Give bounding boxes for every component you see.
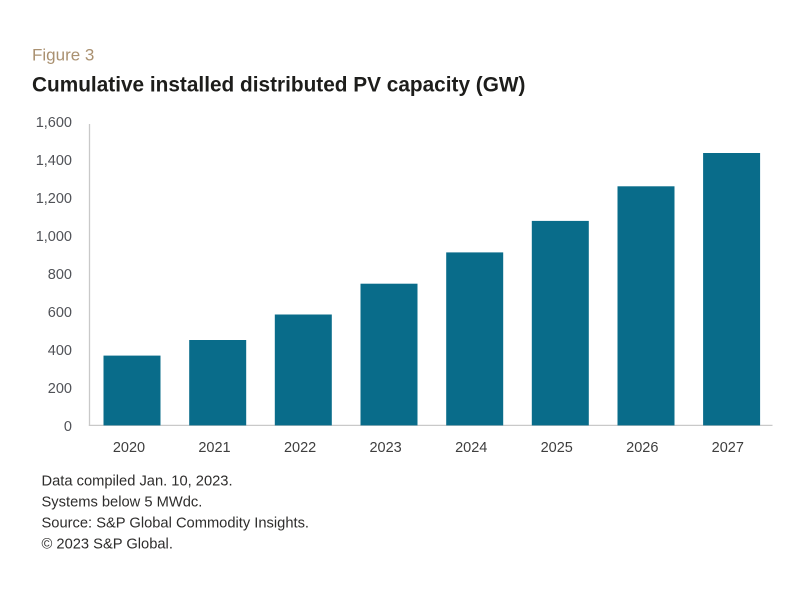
svg-text:200: 200 [48,381,72,397]
svg-text:2021: 2021 [198,440,230,456]
svg-text:2023: 2023 [369,440,401,456]
svg-text:2027: 2027 [712,440,744,456]
svg-text:Cumulative installed distribut: Cumulative installed distributed PV capa… [32,74,525,97]
svg-text:1,000: 1,000 [36,229,72,245]
svg-text:400: 400 [48,343,72,359]
svg-text:2020: 2020 [113,440,145,456]
svg-text:800: 800 [48,267,72,283]
svg-text:Data compiled Jan. 10, 2023.: Data compiled Jan. 10, 2023. [42,473,233,489]
svg-text:Systems below 5 MWdc.: Systems below 5 MWdc. [42,494,203,510]
svg-text:2024: 2024 [455,440,487,456]
svg-text:1,200: 1,200 [36,191,72,207]
svg-text:Source: S&P Global Commodity I: Source: S&P Global Commodity Insights. [42,515,310,531]
svg-text:2026: 2026 [626,440,658,456]
svg-text:600: 600 [48,305,72,321]
svg-text:1,600: 1,600 [36,115,72,131]
svg-text:0: 0 [64,419,72,435]
svg-text:2025: 2025 [541,440,573,456]
svg-text:© 2023 S&P Global.: © 2023 S&P Global. [42,536,173,552]
svg-text:Figure 3: Figure 3 [32,46,94,65]
svg-text:1,400: 1,400 [36,153,72,169]
svg-text:2022: 2022 [284,440,316,456]
